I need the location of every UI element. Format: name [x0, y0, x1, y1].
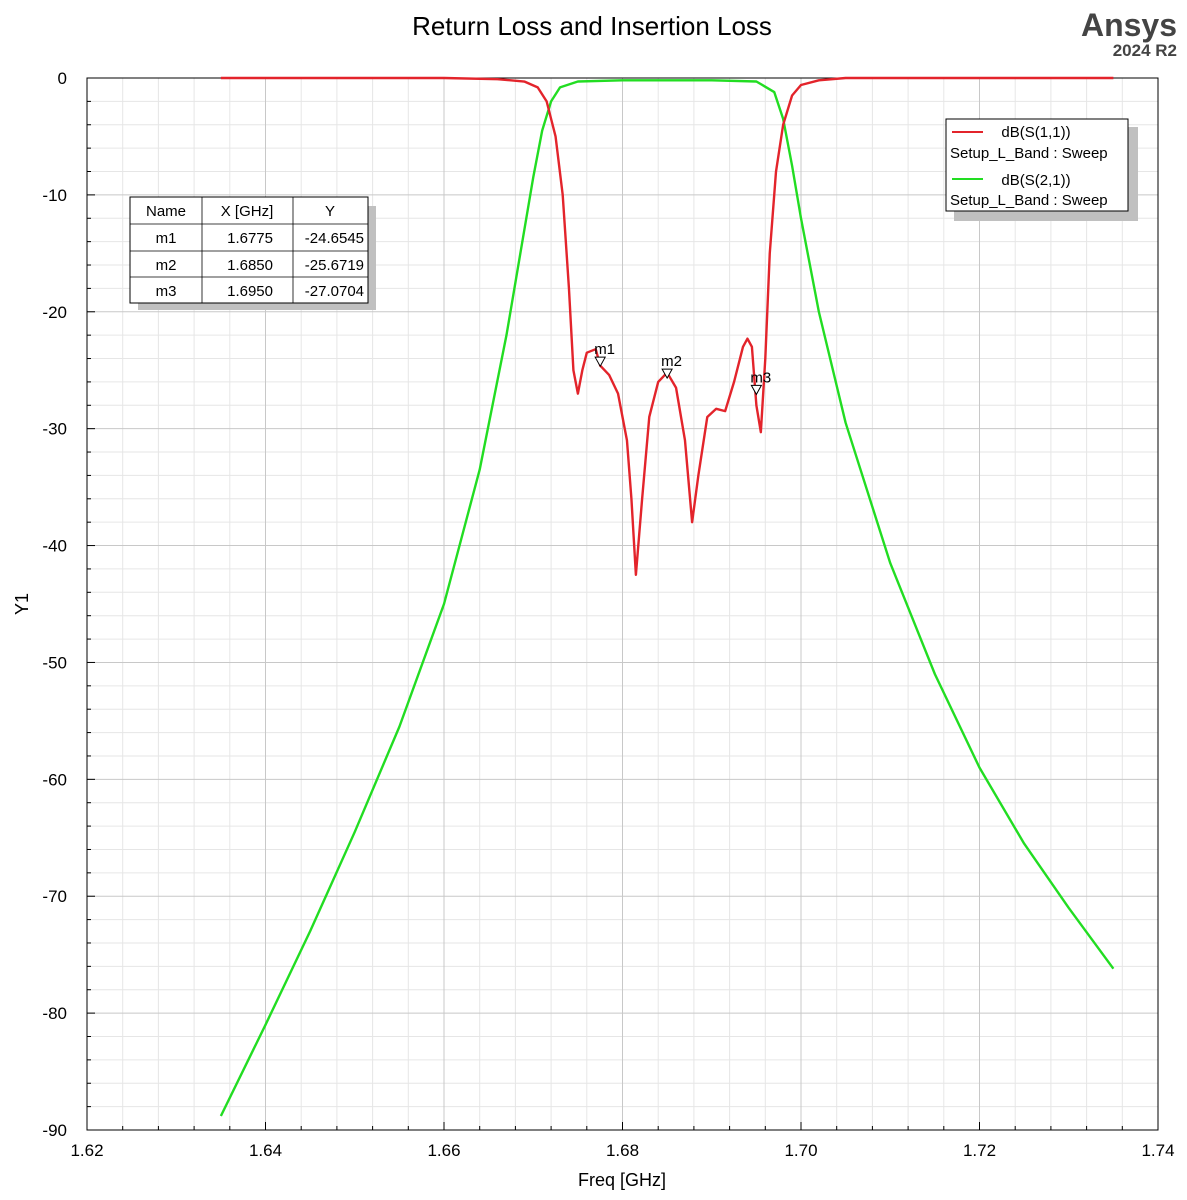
marker-label-m3: m3 [750, 369, 771, 386]
y-axis-label: Y1 [12, 593, 32, 615]
marker-m3 [750, 384, 763, 396]
table-header-name: Name [146, 203, 186, 220]
table-header-y: Y [325, 203, 335, 220]
brand-name: Ansys [1080, 7, 1177, 43]
table-cell: m3 [156, 283, 177, 300]
legend-label-s21: dB(S(2,1)) [1001, 172, 1070, 189]
series-line-s11 [220, 76, 1114, 576]
table-cell: 1.6850 [227, 257, 273, 274]
y-tick-labels: 0 -10 -20 -30 -40 -50 -60 -70 -80 -90 [42, 69, 67, 1140]
y-tick-label: -30 [42, 420, 67, 439]
brand-logo: Ansys 2024 R2 [1081, 8, 1177, 60]
legend-box [945, 118, 1129, 212]
x-tick-label: 1.62 [70, 1141, 103, 1160]
y-tick-label: -80 [42, 1004, 67, 1023]
marker-m2 [661, 368, 673, 380]
table-cell: -25.6719 [305, 257, 364, 274]
marker-m1 [594, 356, 607, 368]
legend: dB(S(1,1)) Setup_L_Band : Sweep dB(S(2,1… [945, 118, 1138, 221]
chart-title: Return Loss and Insertion Loss [412, 11, 772, 41]
table-cell: m2 [156, 257, 177, 274]
y-tick-label: -60 [42, 770, 67, 789]
marker-layer: m1 m2 m3 [594, 341, 771, 396]
legend-setup-s11: Setup_L_Band : Sweep [950, 145, 1108, 162]
table-header-x: X [GHz] [221, 203, 274, 220]
x-axis-label: Freq [GHz] [578, 1170, 666, 1190]
brand-version: 2024 R2 [1112, 41, 1177, 60]
legend-label-s11: dB(S(1,1)) [1001, 124, 1070, 141]
marker-label-m1: m1 [594, 341, 615, 358]
table-cell: 1.6775 [227, 230, 273, 247]
table-cell: 1.6950 [227, 283, 273, 300]
x-tick-label: 1.68 [606, 1141, 639, 1160]
table-cell: -27.0704 [305, 283, 364, 300]
y-tick-label: -70 [42, 887, 67, 906]
x-tick-label: 1.74 [1141, 1141, 1174, 1160]
y-tick-label: -20 [42, 303, 67, 322]
y-tick-label: 0 [58, 69, 67, 88]
axis-ticks [86, 77, 1159, 1131]
x-tick-label: 1.72 [963, 1141, 996, 1160]
table-cell: -24.6545 [305, 230, 364, 247]
legend-setup-s21: Setup_L_Band : Sweep [950, 192, 1108, 209]
x-tick-labels: 1.62 1.64 1.66 1.68 1.70 1.72 1.74 [70, 1141, 1174, 1160]
series-layer [219, 76, 1115, 1117]
x-tick-label: 1.66 [427, 1141, 460, 1160]
y-tick-label: -10 [42, 186, 67, 205]
series-line-s21 [219, 79, 1115, 1117]
x-tick-label: 1.70 [784, 1141, 817, 1160]
y-tick-label: -90 [42, 1121, 67, 1140]
y-tick-label: -50 [42, 653, 67, 672]
x-tick-label: 1.64 [249, 1141, 282, 1160]
marker-table-box [129, 196, 369, 304]
marker-table: Name X [GHz] Y m1 1.6775 -24.6545 m2 1.6… [129, 196, 376, 310]
y-tick-label: -40 [42, 537, 67, 556]
table-cell: m1 [156, 230, 177, 247]
marker-label-m2: m2 [661, 353, 682, 370]
